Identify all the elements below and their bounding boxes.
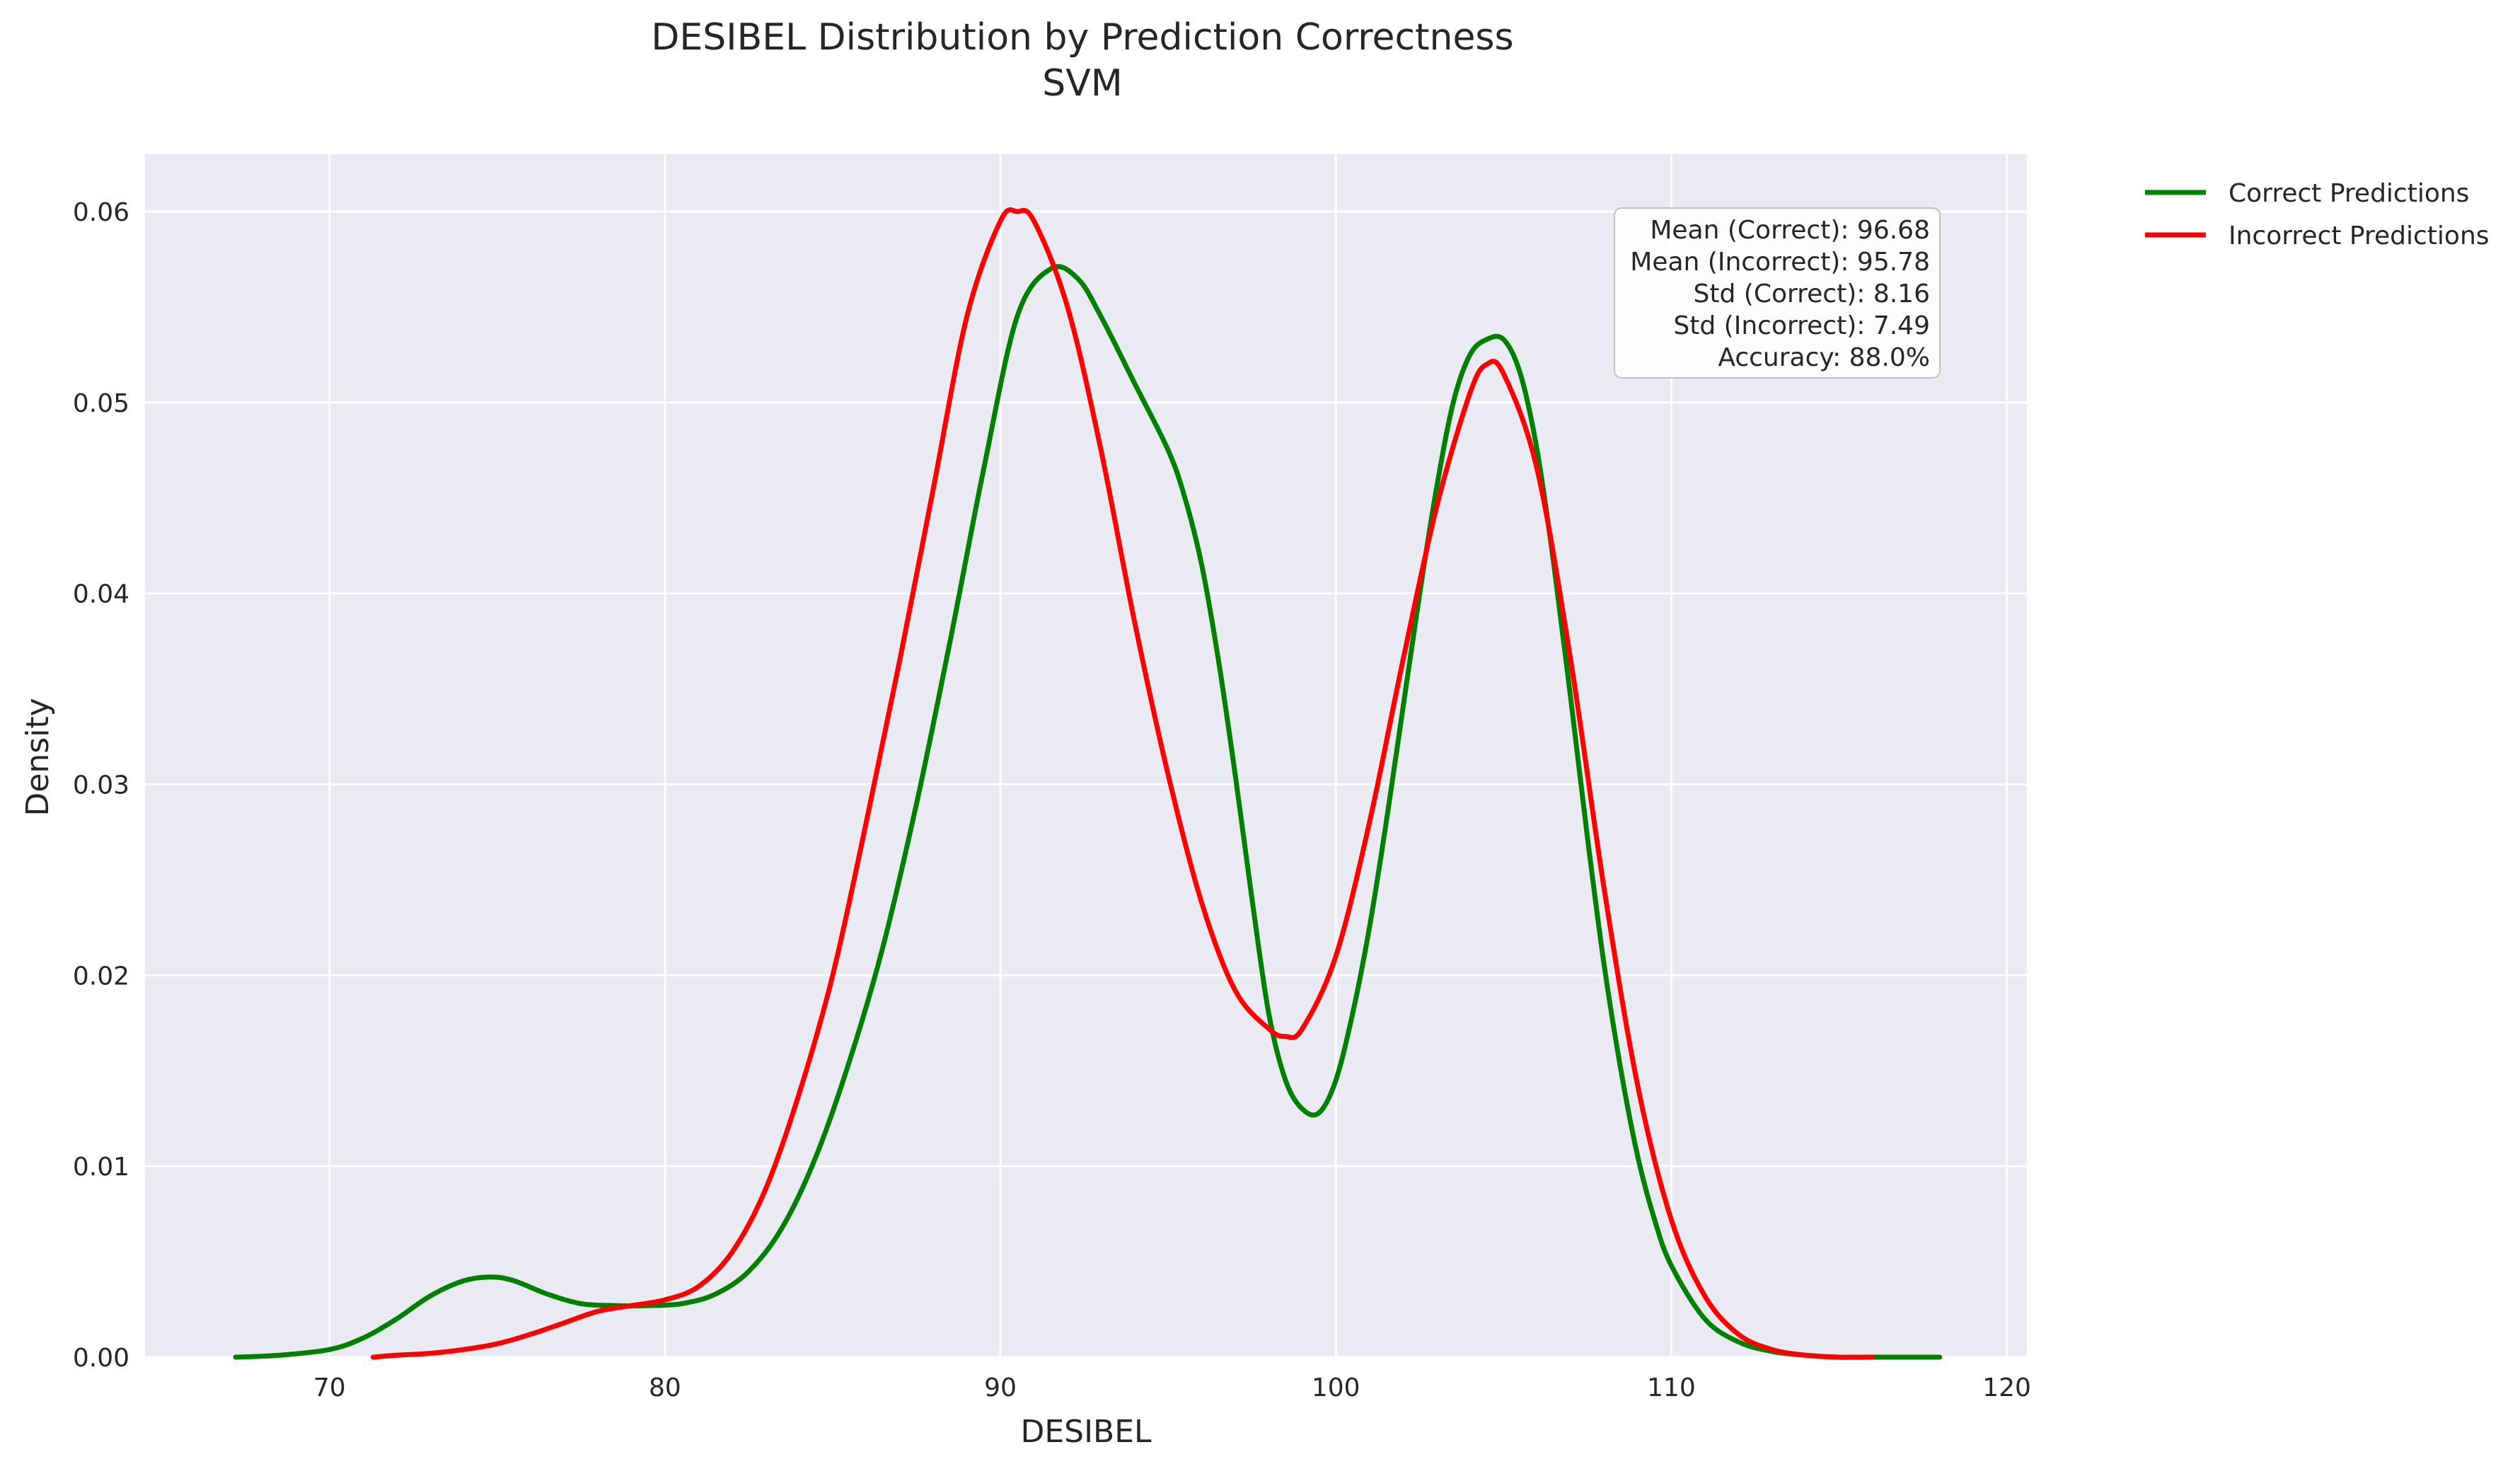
x-axis-ticks: 70 80 90 100 110 120 <box>313 1373 2031 1402</box>
y-tick-label: 0.06 <box>73 198 129 227</box>
legend-label-incorrect: Incorrect Predictions <box>2229 221 2490 250</box>
series-line-incorrect <box>370 207 1875 1360</box>
legend-label-correct: Correct Predictions <box>2229 179 2469 208</box>
series-line-correct <box>233 264 1943 1360</box>
y-tick-label: 0.04 <box>73 580 129 609</box>
stats-mean-incorrect: Mean (Incorrect): 95.78 <box>1630 248 1930 277</box>
x-tick-label: 70 <box>313 1373 346 1402</box>
x-tick-label: 110 <box>1647 1373 1696 1402</box>
y-axis-label: Density <box>20 698 56 816</box>
stats-std-correct: Std (Correct): 8.16 <box>1694 279 1930 309</box>
y-axis-ticks: 0.00 0.01 0.02 0.03 0.04 0.05 0.06 <box>73 198 129 1373</box>
y-tick-label: 0.03 <box>73 771 129 800</box>
y-tick-label: 0.01 <box>73 1153 129 1182</box>
chart-title: DESIBEL Distribution by Prediction Corre… <box>651 16 1513 59</box>
y-tick-label: 0.00 <box>73 1344 129 1373</box>
stats-std-incorrect: Std (Incorrect): 7.49 <box>1673 311 1930 340</box>
legend: Correct Predictions Incorrect Prediction… <box>2145 179 2490 250</box>
chart-subtitle: SVM <box>1042 62 1122 105</box>
x-tick-label: 80 <box>649 1373 681 1402</box>
x-tick-label: 90 <box>984 1373 1017 1402</box>
stats-box-frame <box>1614 207 1941 379</box>
y-tick-label: 0.02 <box>73 962 129 991</box>
stats-accuracy: Accuracy: 88.0% <box>1718 343 1930 372</box>
x-tick-label: 120 <box>1982 1373 2031 1402</box>
stats-box: Mean (Correct): 96.68 Mean (Incorrect): … <box>1614 207 1941 379</box>
stats-mean-correct: Mean (Correct): 96.68 <box>1650 216 1930 245</box>
density-curves <box>233 207 1943 1360</box>
x-tick-label: 100 <box>1312 1373 1360 1402</box>
x-axis-label: DESIBEL <box>1020 1414 1152 1450</box>
y-tick-label: 0.05 <box>73 389 129 418</box>
